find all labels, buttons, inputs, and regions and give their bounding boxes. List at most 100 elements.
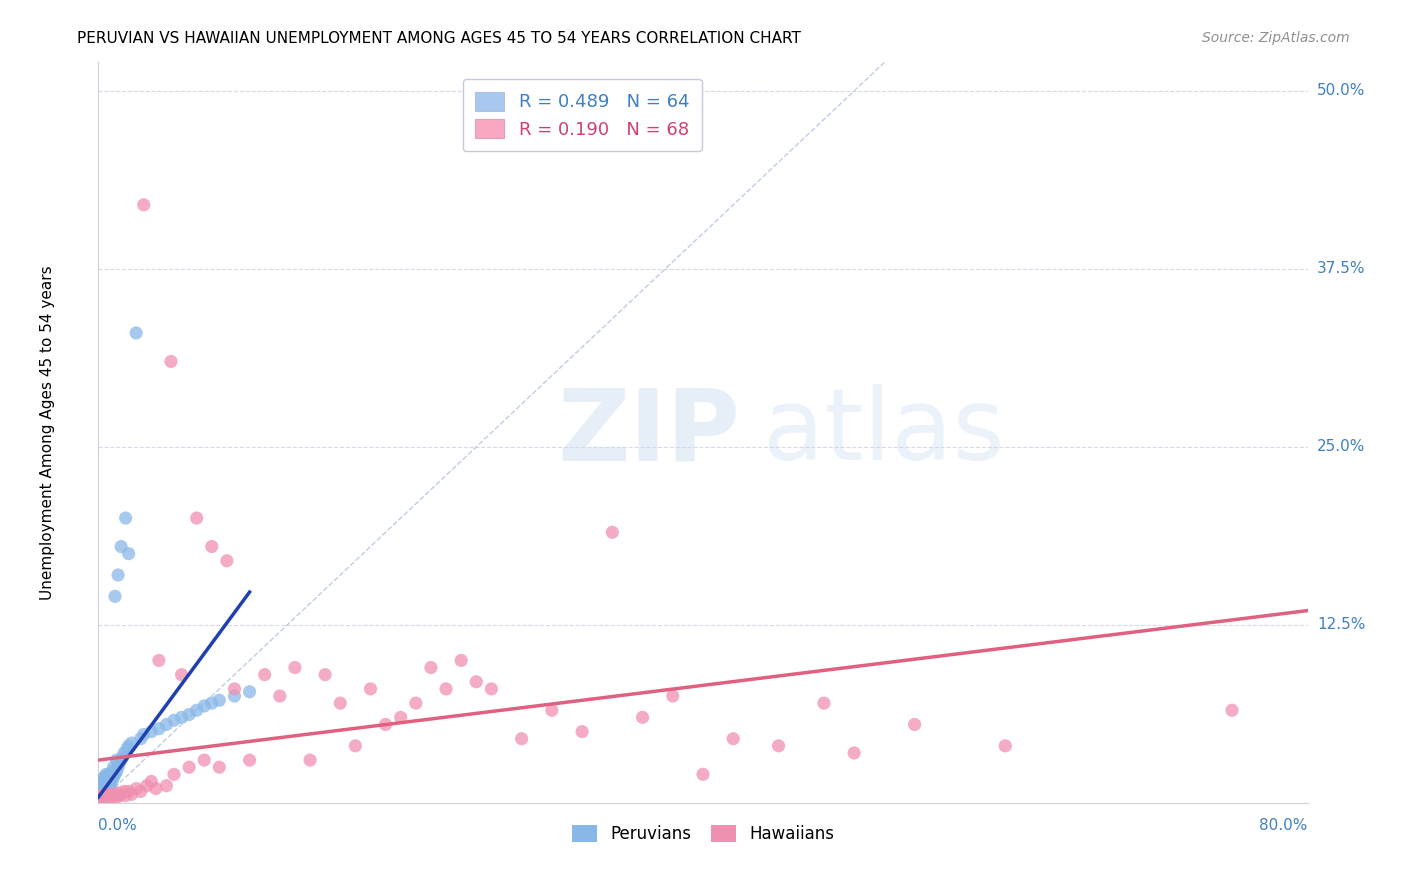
Point bbox=[112, 746, 135, 760]
Point bbox=[163, 767, 186, 781]
Point bbox=[104, 787, 127, 801]
Point bbox=[215, 554, 238, 568]
Point bbox=[329, 696, 352, 710]
Point bbox=[105, 753, 128, 767]
Point bbox=[100, 789, 122, 803]
Point bbox=[103, 789, 125, 803]
Point bbox=[90, 793, 112, 807]
Point bbox=[179, 760, 201, 774]
Point bbox=[103, 770, 125, 784]
Point bbox=[103, 760, 125, 774]
Point bbox=[101, 764, 124, 779]
Point bbox=[114, 789, 136, 803]
Point bbox=[510, 731, 533, 746]
Text: atlas: atlas bbox=[763, 384, 1005, 481]
Point bbox=[93, 787, 115, 801]
Point bbox=[132, 198, 155, 212]
Point bbox=[101, 790, 124, 805]
Point bbox=[661, 689, 683, 703]
Point bbox=[141, 724, 163, 739]
Point bbox=[631, 710, 654, 724]
Point bbox=[465, 674, 488, 689]
Point bbox=[170, 667, 193, 681]
Point bbox=[90, 772, 112, 787]
Point bbox=[129, 731, 152, 746]
Text: 25.0%: 25.0% bbox=[1317, 440, 1365, 454]
Point bbox=[540, 703, 562, 717]
Point bbox=[163, 713, 186, 727]
Point bbox=[201, 540, 224, 554]
Point bbox=[93, 770, 115, 784]
Point bbox=[179, 707, 201, 722]
Point bbox=[284, 660, 307, 674]
Point bbox=[193, 698, 215, 713]
Text: 12.5%: 12.5% bbox=[1317, 617, 1365, 632]
Point bbox=[107, 786, 129, 800]
Point bbox=[94, 789, 117, 803]
Point bbox=[93, 777, 115, 791]
Text: Source: ZipAtlas.com: Source: ZipAtlas.com bbox=[1202, 31, 1350, 45]
Point bbox=[692, 767, 714, 781]
Point bbox=[118, 547, 141, 561]
Point bbox=[89, 791, 111, 805]
Point bbox=[170, 710, 193, 724]
Point bbox=[91, 774, 114, 789]
Point bbox=[723, 731, 745, 746]
Point bbox=[121, 736, 143, 750]
Point bbox=[100, 779, 122, 793]
Point bbox=[125, 781, 148, 796]
Point bbox=[112, 784, 135, 798]
Text: PERUVIAN VS HAWAIIAN UNEMPLOYMENT AMONG AGES 45 TO 54 YEARS CORRELATION CHART: PERUVIAN VS HAWAIIAN UNEMPLOYMENT AMONG … bbox=[77, 31, 801, 46]
Text: 37.5%: 37.5% bbox=[1317, 261, 1365, 277]
Point bbox=[101, 774, 124, 789]
Point bbox=[434, 681, 457, 696]
Point bbox=[110, 540, 132, 554]
Point bbox=[98, 787, 121, 801]
Text: 0.0%: 0.0% bbox=[98, 818, 138, 832]
Point bbox=[602, 525, 624, 540]
Point bbox=[89, 784, 111, 798]
Point bbox=[98, 767, 121, 781]
Point bbox=[91, 790, 114, 805]
Point bbox=[141, 774, 163, 789]
Point bbox=[239, 753, 262, 767]
Point bbox=[253, 667, 276, 681]
Point bbox=[111, 750, 134, 764]
Point bbox=[481, 681, 503, 696]
Point bbox=[89, 794, 111, 808]
Point bbox=[201, 696, 224, 710]
Point bbox=[94, 789, 117, 803]
Point bbox=[107, 568, 129, 582]
Text: Unemployment Among Ages 45 to 54 years: Unemployment Among Ages 45 to 54 years bbox=[41, 265, 55, 600]
Point bbox=[90, 779, 112, 793]
Point bbox=[125, 326, 148, 340]
Point bbox=[314, 667, 336, 681]
Point bbox=[571, 724, 593, 739]
Point bbox=[114, 511, 136, 525]
Point bbox=[118, 739, 141, 753]
Point bbox=[105, 764, 128, 779]
Point bbox=[96, 770, 118, 784]
Point bbox=[239, 685, 262, 699]
Point bbox=[155, 717, 177, 731]
Point bbox=[994, 739, 1017, 753]
Point bbox=[360, 681, 382, 696]
Point bbox=[100, 770, 122, 784]
Point bbox=[94, 767, 117, 781]
Point bbox=[904, 717, 927, 731]
Point bbox=[94, 781, 117, 796]
Point bbox=[844, 746, 866, 760]
Text: ZIP: ZIP bbox=[558, 384, 741, 481]
Point bbox=[90, 789, 112, 803]
Point bbox=[94, 774, 117, 789]
Point bbox=[105, 790, 128, 805]
Point bbox=[93, 784, 115, 798]
Point bbox=[108, 756, 131, 770]
Point bbox=[90, 784, 112, 798]
Point bbox=[186, 511, 208, 525]
Point bbox=[108, 789, 131, 803]
Point bbox=[93, 790, 115, 805]
Point bbox=[110, 753, 132, 767]
Point bbox=[1220, 703, 1243, 717]
Point bbox=[420, 660, 443, 674]
